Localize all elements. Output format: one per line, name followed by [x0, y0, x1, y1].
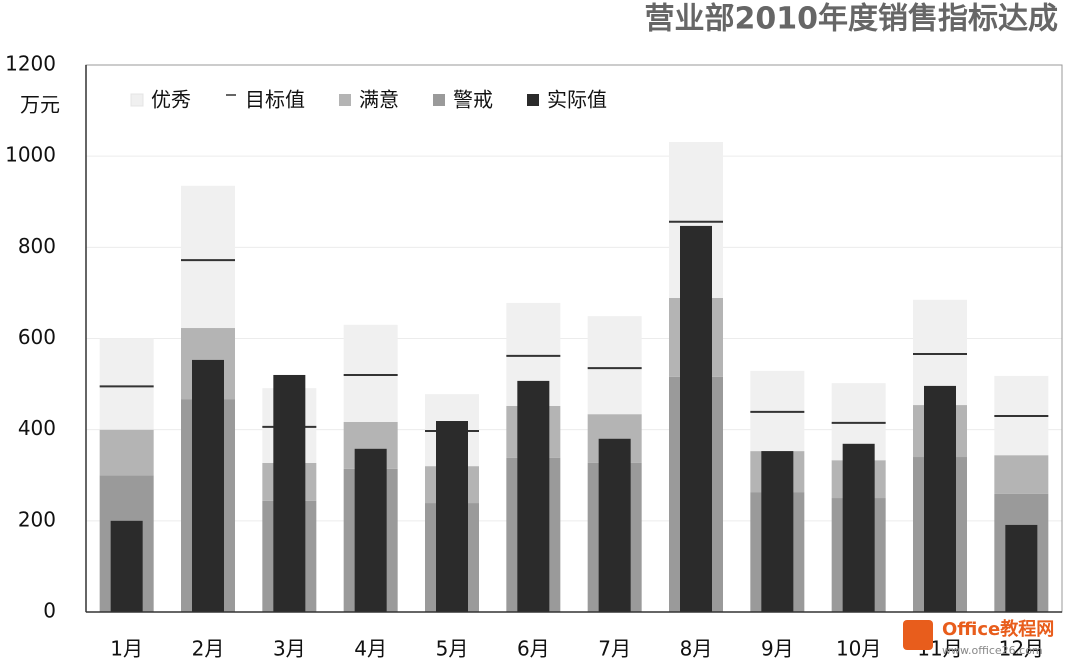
x-tick-label: 9月 — [761, 637, 794, 661]
bar — [354, 448, 387, 612]
legend-label: 满意 — [359, 88, 399, 112]
watermark-url: www.office26.com — [942, 644, 1043, 657]
y-axis-label: 万元 — [20, 93, 60, 117]
band — [181, 185, 235, 329]
chart-title: 营业部2010年度销售指标达成 — [645, 2, 1059, 37]
bar — [842, 443, 875, 612]
bar — [924, 385, 956, 612]
legend-label: 优秀 — [151, 88, 191, 112]
bar — [192, 359, 224, 612]
bar — [110, 520, 143, 612]
watermark-logo — [903, 620, 933, 650]
bar — [1005, 524, 1038, 612]
legend-marker — [527, 94, 539, 106]
x-tick-label: 4月 — [354, 637, 387, 661]
bar — [598, 438, 631, 612]
legend-marker — [130, 93, 144, 107]
x-tick-label: 2月 — [192, 637, 225, 661]
y-tick-label: 200 — [18, 507, 56, 531]
x-tick-label: 5月 — [436, 637, 469, 661]
bar — [680, 225, 712, 612]
y-tick-label: 0 — [43, 599, 56, 623]
x-tick-label: 3月 — [273, 637, 306, 661]
y-tick-label: 600 — [18, 325, 56, 349]
watermark-text: Office教程网 — [942, 618, 1054, 640]
band — [99, 338, 154, 430]
legend-marker — [433, 94, 445, 106]
y-tick-label: 400 — [18, 416, 56, 440]
legend-label: 目标值 — [245, 88, 305, 112]
x-tick-label: 1月 — [110, 637, 143, 661]
x-tick-label: 10月 — [836, 637, 881, 661]
x-tick-label: 8月 — [680, 637, 713, 661]
band — [994, 455, 1049, 494]
y-tick-label: 1200 — [5, 52, 56, 76]
bar — [517, 380, 550, 612]
y-tick-label: 1000 — [5, 143, 56, 167]
legend-label: 实际值 — [547, 88, 607, 112]
bar — [273, 374, 306, 612]
x-tick-label: 12月 — [999, 637, 1044, 661]
y-tick-label: 800 — [18, 234, 56, 258]
band — [343, 324, 398, 422]
x-tick-label: 6月 — [517, 637, 550, 661]
band — [99, 429, 154, 476]
bar — [761, 451, 794, 612]
band — [587, 316, 642, 415]
legend-marker — [339, 94, 351, 106]
legend-label: 警戒 — [453, 88, 493, 112]
bar — [436, 421, 468, 612]
x-tick-label: 7月 — [598, 637, 631, 661]
